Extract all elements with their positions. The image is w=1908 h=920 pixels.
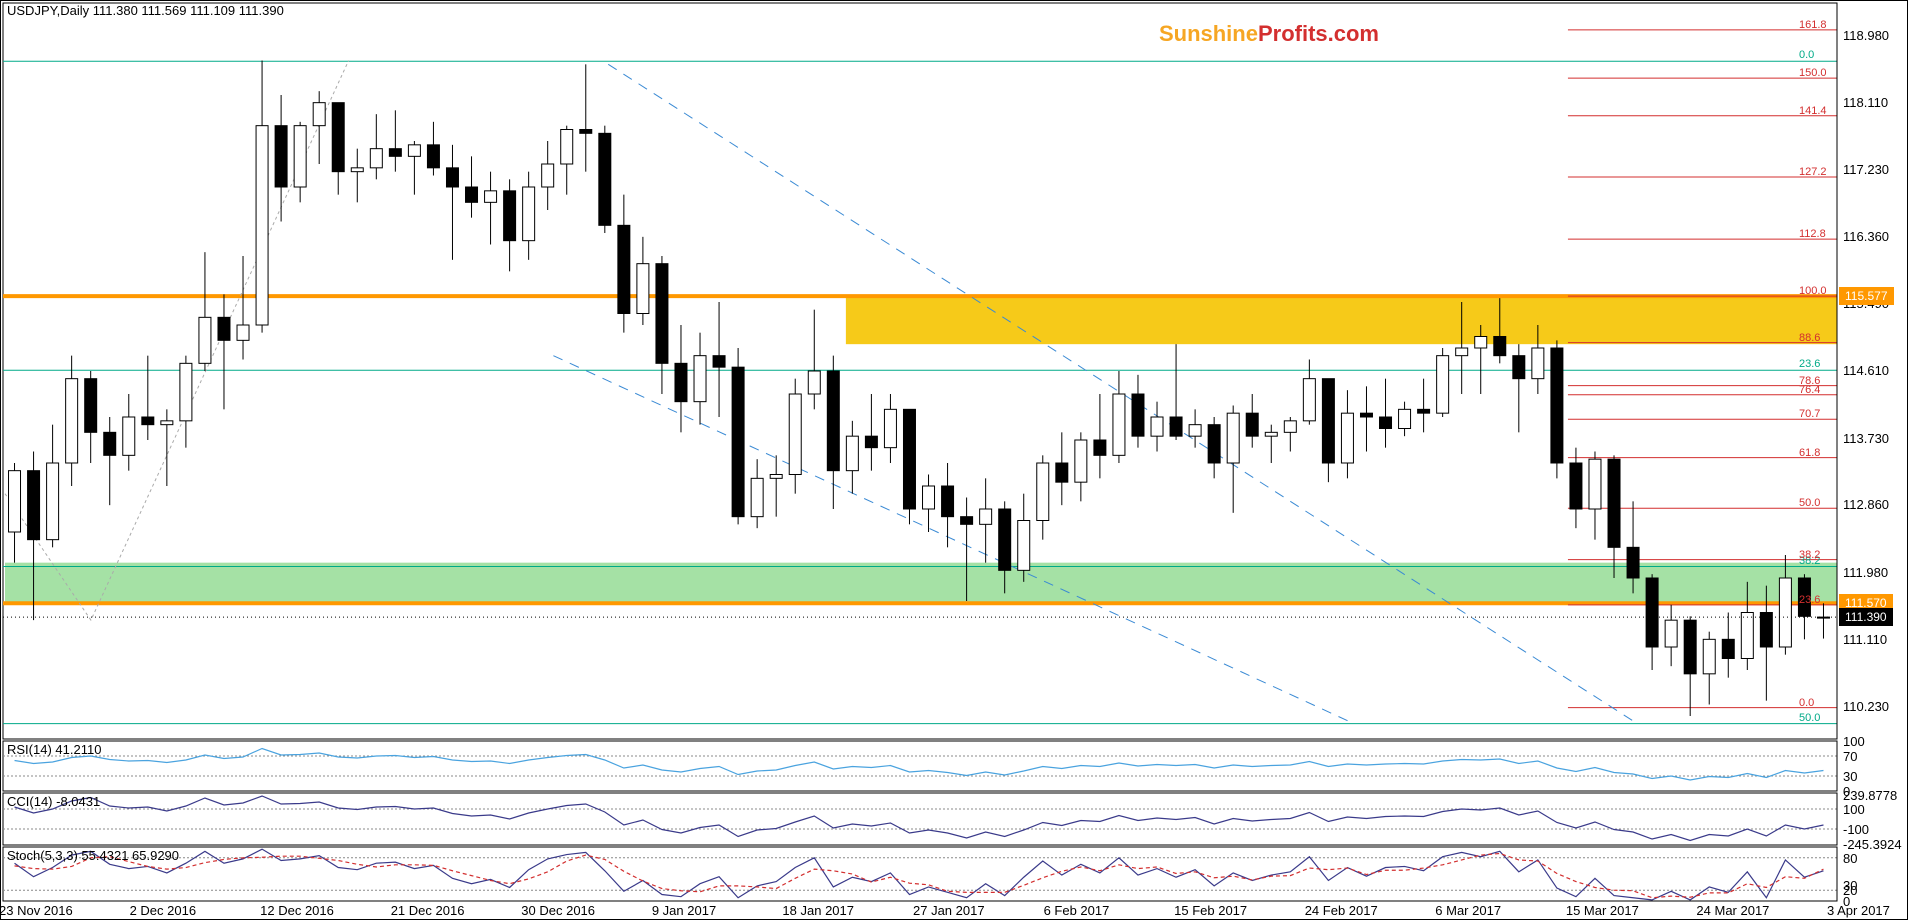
fib-red-label: 112.8 (1799, 228, 1826, 240)
symbol-label: USDJPY,Daily 111.380 111.569 111.109 111… (7, 3, 284, 18)
x-axis-tick: 15 Feb 2017 (1174, 903, 1247, 918)
watermark-profits: Profits.com (1258, 21, 1379, 46)
fib-red-label: 0.0 (1799, 697, 1814, 709)
x-axis-tick: 15 Mar 2017 (1566, 903, 1639, 918)
x-axis-tick: 21 Dec 2016 (391, 903, 465, 918)
indicator-y-label: 70 (1843, 749, 1857, 764)
x-axis-tick: 6 Feb 2017 (1044, 903, 1110, 918)
stoch-svg (1, 1, 1908, 903)
y-axis-tick: 118.110 (1843, 95, 1888, 110)
x-axis-tick: 24 Mar 2017 (1696, 903, 1769, 918)
indicator-title: RSI(14) 41.2110 (7, 742, 101, 757)
fib-red-label: 23.6 (1799, 594, 1820, 606)
indicator-y-label: 100 (1843, 802, 1865, 817)
indicator-y-label: 100 (1843, 734, 1865, 749)
x-axis-tick: 6 Mar 2017 (1435, 903, 1501, 918)
y-axis-tick: 117.230 (1843, 162, 1889, 177)
fib-red-label: 76.4 (1799, 384, 1820, 396)
x-axis-tick: 18 Jan 2017 (782, 903, 854, 918)
x-axis-tick: 24 Feb 2017 (1305, 903, 1378, 918)
y-axis-tick: 111.980 (1843, 565, 1888, 580)
indicator-y-label: 0 (1843, 894, 1850, 909)
indicator-title: CCI(14) -8.0431 (7, 794, 100, 809)
chart-container: USDJPY,Daily 111.380 111.569 111.109 111… (0, 0, 1908, 920)
x-axis-tick: 3 Apr 2017 (1827, 903, 1890, 918)
y-axis-tick: 110.230 (1843, 699, 1889, 714)
indicator-y-label: -100 (1843, 822, 1869, 837)
indicator-title: Stoch(5,3,3) 55.4321 65.9290 (7, 848, 179, 863)
watermark: SunshineProfits.com (1159, 21, 1379, 47)
indicator-y-label: 80 (1843, 851, 1857, 866)
x-axis-tick: 23 Nov 2016 (0, 903, 73, 918)
y-axis-tick: 114.610 (1843, 363, 1889, 378)
fib-red-label: 88.6 (1799, 332, 1820, 344)
price-tag: 115.577 (1839, 287, 1894, 305)
fib-red-label: 150.0 (1799, 67, 1827, 79)
fib-green-label: 23.6 (1799, 358, 1820, 370)
x-axis-tick: 2 Dec 2016 (130, 903, 197, 918)
price-tag: 111.390 (1839, 608, 1893, 626)
y-axis-tick: 113.730 (1843, 431, 1889, 446)
fib-green-label: 0.0 (1799, 49, 1814, 61)
indicator-y-label: 239.8778 (1843, 788, 1897, 803)
fib-red-label: 70.7 (1799, 408, 1820, 420)
y-axis-tick: 111.110 (1843, 632, 1887, 647)
indicator-y-label: 30 (1843, 769, 1857, 784)
fib-red-label: 161.8 (1799, 19, 1827, 31)
fib-red-label: 141.4 (1799, 105, 1827, 117)
indicator-y-label: -245.3924 (1843, 837, 1902, 852)
fib-green-label: 50.0 (1799, 712, 1820, 724)
x-axis-tick: 9 Jan 2017 (652, 903, 716, 918)
fib-red-label: 50.0 (1799, 497, 1820, 509)
x-axis-tick: 12 Dec 2016 (260, 903, 334, 918)
fib-red-label: 61.8 (1799, 447, 1820, 459)
watermark-sunshine: Sunshine (1159, 21, 1258, 46)
y-axis-tick: 112.860 (1843, 497, 1889, 512)
x-axis-tick: 30 Dec 2016 (521, 903, 595, 918)
fib-red-label: 100.0 (1799, 285, 1827, 297)
x-axis-tick: 27 Jan 2017 (913, 903, 985, 918)
fib-red-label: 127.2 (1799, 166, 1827, 178)
fib-red-label: 38.2 (1799, 549, 1820, 561)
y-axis-tick: 118.980 (1843, 28, 1889, 43)
y-axis-tick: 116.360 (1843, 229, 1889, 244)
